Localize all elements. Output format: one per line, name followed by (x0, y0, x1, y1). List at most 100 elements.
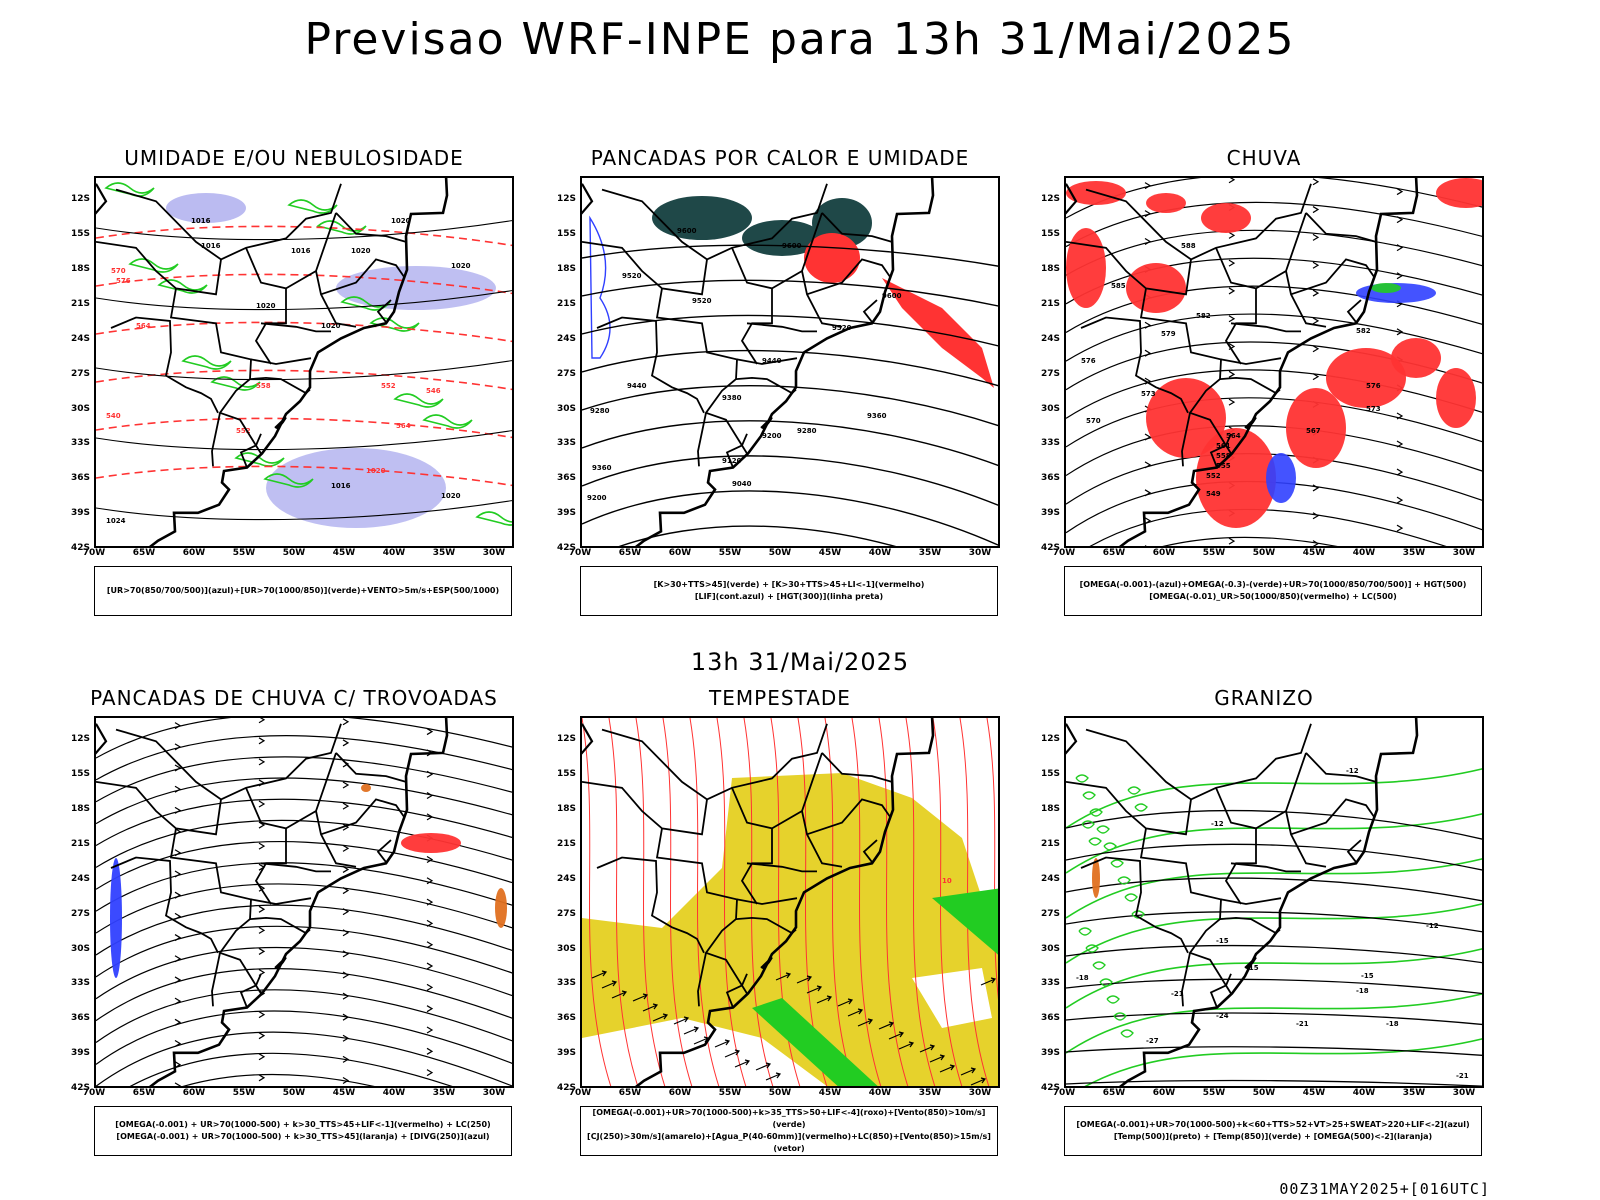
legend-line: [OMEGA(-0.001)+UR>70(1000-500)+k<60+TTS>… (1076, 1120, 1470, 1129)
streamline-arrow (174, 934, 182, 942)
hgt300-contour (582, 385, 998, 427)
streamline (96, 718, 512, 759)
lc850-streamline (662, 718, 693, 1086)
state-border (245, 787, 287, 905)
pressure-contour (96, 500, 512, 521)
temp500-contour (1066, 810, 1482, 840)
latitude-tick-label: 15S (1040, 769, 1060, 780)
panel-title: UMIDADE E/OU NEBULOSIDADE (124, 146, 464, 170)
streamline (96, 925, 512, 978)
contour-label: 579 (1161, 330, 1176, 338)
latitude-tick-label: 30S (556, 403, 576, 414)
contour-label: -12 (1211, 820, 1224, 828)
streamline-arrow (1312, 289, 1320, 297)
panel-title: PANCADAS DE CHUVA C/ TROVOADAS (90, 686, 498, 710)
temp500-contour (1066, 1046, 1482, 1056)
legend-line: [UR>70(850/700/500)](azul)+[UR>70(1000/8… (106, 586, 500, 595)
legend-box: [OMEGA(-0.001)-(azul)+OMEGA(-0.3)-(verde… (1064, 566, 1482, 616)
wind-vector (724, 1049, 741, 1058)
contour-label: 9280 (590, 407, 610, 415)
map-panel: UMIDADE E/OU NEBULOSIDADE 1016 1016 1016 102… (71, 146, 516, 616)
hgt300-contour (618, 525, 896, 546)
hgt300-contour (582, 349, 998, 387)
streamline-arrow (426, 1026, 434, 1034)
latitude-axis: 12S 15S 18S 21S 24S 27S 30S 33S 36S 39S 42S (66, 716, 94, 1093)
main-title: Previsao WRF-INPE para 13h 31/Mai/2025 (304, 14, 1296, 65)
longitude-tick-label: 45W (332, 1088, 356, 1098)
hgt300-contour (582, 314, 998, 347)
temp850-contour (1131, 910, 1145, 919)
latitude-tick-label: 33S (556, 978, 576, 989)
streamline-arrow (342, 992, 350, 1000)
contour-label: 582 (1356, 327, 1371, 335)
wind-vector (980, 977, 997, 986)
state-border (260, 322, 331, 333)
latitude-tick-label: 39S (70, 508, 90, 519)
temp850-contour (1113, 1012, 1127, 1021)
humidity-contour-1000 (181, 355, 232, 370)
temp850-contour (1092, 961, 1106, 970)
temp850-contour (1066, 948, 1482, 1009)
streamline-arrow (1396, 496, 1404, 504)
thickness-contour (96, 369, 512, 391)
latitude-tick-label: 12S (1040, 194, 1060, 205)
state-border (169, 828, 262, 994)
streamline (96, 883, 512, 934)
latitude-tick-label: 36S (70, 473, 90, 484)
lc850-streamline (582, 718, 612, 1086)
streamline-arrow (1396, 524, 1404, 532)
longitude-tick-label: 35W (432, 1088, 456, 1098)
streamline-arrow (1228, 178, 1236, 184)
temp500-contour (1066, 877, 1482, 902)
temp850-contour (1085, 944, 1099, 953)
longitude-tick-label: 30W (1452, 548, 1476, 558)
contour-label: 552 (1206, 472, 1221, 480)
latitude-tick-label: 39S (556, 508, 576, 519)
streamline-arrow (342, 971, 350, 979)
streamline-arrow (342, 718, 350, 726)
state-border (596, 856, 705, 954)
state-border (335, 752, 407, 783)
longitude-tick-label: 45W (1302, 1088, 1326, 1098)
state-border (746, 862, 817, 873)
contour-label: 546 (426, 387, 441, 395)
streamline (1066, 229, 1482, 276)
wind-vector (601, 980, 618, 989)
rain-area-red (1391, 338, 1441, 378)
wind-vector (970, 1077, 987, 1086)
wind-vector (806, 985, 823, 994)
contour-label: 558 (256, 382, 271, 390)
streamline-arrow (342, 908, 350, 916)
wind-vector (652, 1013, 669, 1022)
instability-area-green (742, 220, 822, 256)
temp850-contour (1089, 808, 1103, 817)
thunderstorm-area-orange (495, 888, 507, 928)
streamline (96, 989, 512, 1043)
contour-label: 1020 (391, 217, 411, 225)
latitude-tick-label: 24S (556, 333, 576, 344)
latitude-tick-label: 30S (556, 943, 576, 954)
streamline (1066, 178, 1482, 219)
contour-label: 9200 (587, 494, 607, 502)
temp500-contour (1066, 944, 1482, 964)
state-border (801, 810, 843, 868)
contour-label: 1020 (441, 492, 461, 500)
contour-label: 1020 (451, 262, 471, 270)
wind-vector (714, 1039, 731, 1048)
streamline (1066, 313, 1482, 362)
streamline-arrow (426, 792, 434, 800)
temp850-contour (1081, 820, 1095, 829)
pressure-contour (96, 220, 512, 241)
lif-contour (589, 215, 611, 359)
state-border (806, 798, 891, 836)
longitude-tick-label: 55W (1202, 548, 1226, 558)
latitude-tick-label: 42S (556, 1083, 576, 1093)
streamline-arrow (1312, 233, 1320, 241)
streamline (1162, 536, 1338, 546)
atlantic-coastline (149, 718, 449, 1086)
state-border (285, 752, 337, 830)
longitude-tick-label: 50W (768, 548, 792, 558)
longitude-tick-label: 55W (718, 548, 742, 558)
latitude-tick-label: 30S (1040, 403, 1060, 414)
state-border (376, 299, 392, 323)
